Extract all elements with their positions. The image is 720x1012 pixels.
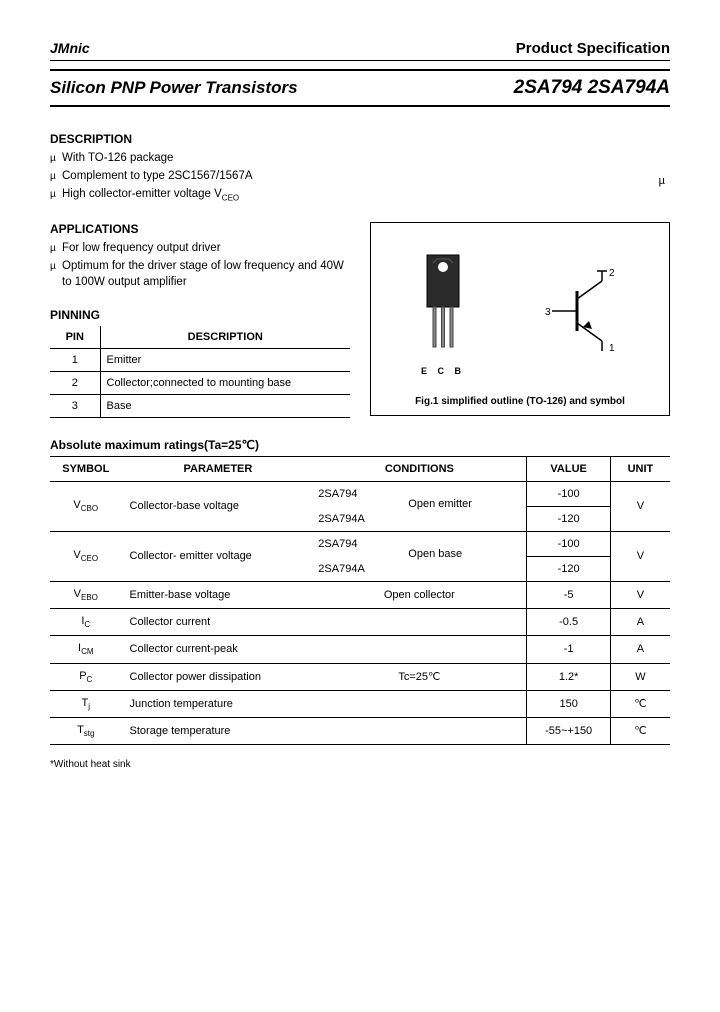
- package-pin-labels: E C B: [413, 366, 473, 376]
- table-row: VCEO Collector- emitter voltage 2SA794Op…: [50, 531, 670, 556]
- applications-heading: APPLICATIONS: [50, 222, 350, 236]
- app-item: Optimum for the driver stage of low freq…: [50, 258, 350, 290]
- part-numbers: 2SA794 2SA794A: [514, 77, 670, 99]
- page: JMnic Product Specification Silicon PNP …: [0, 0, 720, 790]
- package-outline: E C B: [413, 250, 473, 376]
- title-row: Silicon PNP Power Transistors 2SA794 2SA…: [50, 69, 670, 107]
- transistor-symbol: 3 2 1: [537, 261, 627, 364]
- table-header-row: SYMBOL PARAMETER CONDITIONS VALUE UNIT: [50, 456, 670, 481]
- footnote: *Without heat sink: [50, 759, 670, 770]
- col-pin: PIN: [50, 326, 100, 349]
- svg-text:2: 2: [609, 268, 615, 279]
- description-list: With TO-126 package Complement to type 2…: [50, 150, 670, 204]
- table-row: 2 Collector;connected to mounting base: [50, 371, 350, 394]
- brand: JMnic: [50, 40, 90, 56]
- table-row: PC Collector power dissipation Tc=25℃ 1.…: [50, 663, 670, 690]
- col-value: VALUE: [527, 456, 610, 481]
- spec-label: Product Specification: [516, 40, 670, 57]
- figure-caption: Fig.1 simplified outline (TO-126) and sy…: [381, 396, 659, 407]
- table-row: 3 Base: [50, 394, 350, 417]
- pinning-heading: PINNING: [50, 308, 350, 322]
- left-column: APPLICATIONS For low frequency output dr…: [50, 222, 350, 418]
- figure-box: E C B 3 2: [370, 222, 670, 416]
- desc-item: High collector-emitter voltage VCEO: [50, 186, 670, 203]
- table-row: PIN DESCRIPTION: [50, 326, 350, 349]
- col-symbol: SYMBOL: [50, 456, 122, 481]
- app-item: For low frequency output driver: [50, 240, 350, 256]
- desc-item: Complement to type 2SC1567/1567A: [50, 168, 670, 184]
- col-conditions: CONDITIONS: [312, 456, 527, 481]
- table-row: ICM Collector current-peak -1 A: [50, 636, 670, 663]
- svg-text:3: 3: [545, 307, 551, 318]
- pinning-table: PIN DESCRIPTION 1 Emitter 2 Collector;co…: [50, 326, 350, 418]
- applications-list: For low frequency output driver Optimum …: [50, 240, 350, 290]
- ratings-heading: Absolute maximum ratings(Ta=25℃): [50, 438, 670, 452]
- col-parameter: PARAMETER: [122, 456, 313, 481]
- table-row: Tstg Storage temperature -55~+150 ℃: [50, 717, 670, 744]
- to126-icon: [413, 250, 473, 360]
- table-row: VCBO Collector-base voltage 2SA794Open e…: [50, 481, 670, 506]
- ratings-table: SYMBOL PARAMETER CONDITIONS VALUE UNIT V…: [50, 456, 670, 745]
- product-title: Silicon PNP Power Transistors: [50, 78, 298, 98]
- table-row: Tj Junction temperature 150 ℃: [50, 690, 670, 717]
- header: JMnic Product Specification: [50, 40, 670, 61]
- table-row: 1 Emitter: [50, 348, 350, 371]
- table-row: IC Collector current -0.5 A: [50, 609, 670, 636]
- col-desc: DESCRIPTION: [100, 326, 350, 349]
- description-heading: DESCRIPTION: [50, 132, 670, 146]
- right-column: E C B 3 2: [370, 222, 670, 418]
- table-row: VEBO Emitter-base voltage Open collector…: [50, 581, 670, 608]
- pnp-symbol-icon: 3 2 1: [537, 261, 627, 361]
- two-column: APPLICATIONS For low frequency output dr…: [50, 222, 670, 418]
- desc-item: With TO-126 package: [50, 150, 670, 166]
- figure-content: E C B 3 2: [381, 238, 659, 388]
- col-unit: UNIT: [610, 456, 670, 481]
- svg-text:1: 1: [609, 343, 615, 354]
